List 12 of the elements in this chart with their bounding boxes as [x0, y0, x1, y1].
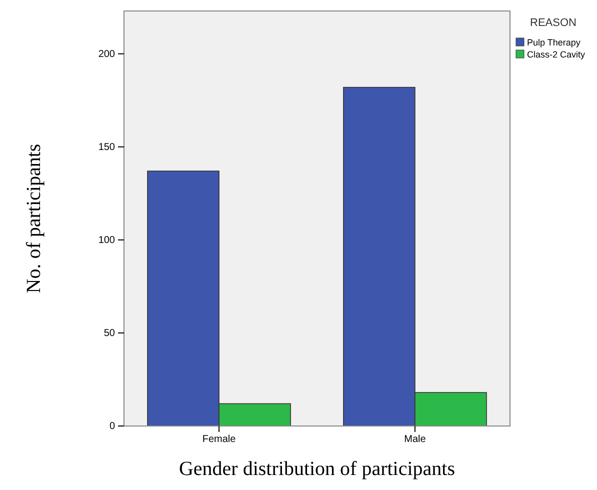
y-tick-label: 150 [98, 142, 116, 154]
y-tick-label: 100 [98, 235, 116, 246]
y-tick-label: 0 [109, 421, 116, 432]
y-tick-label: 50 [104, 328, 116, 340]
y-tick-label: 200 [98, 49, 116, 60]
legend-label: Pulp Therapy [527, 38, 581, 48]
legend-label: Class-2 Cavity [527, 50, 586, 60]
x-tick-label: Female [202, 434, 236, 446]
x-tick-label: Male [404, 434, 426, 446]
legend-title: REASON [530, 17, 577, 29]
y-axis-title: No. of participants [23, 144, 45, 294]
x-axis-title: Gender distribution of participants [178, 458, 456, 480]
